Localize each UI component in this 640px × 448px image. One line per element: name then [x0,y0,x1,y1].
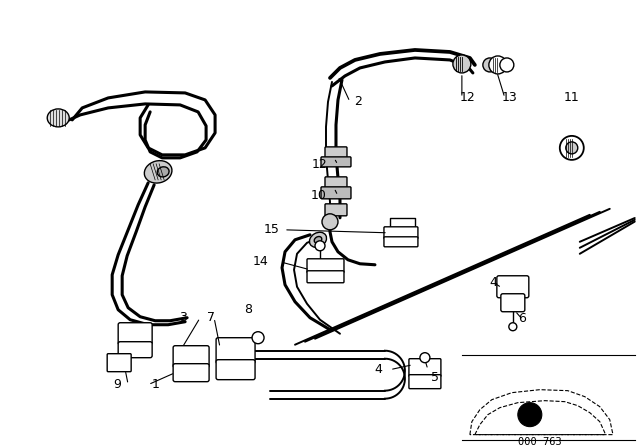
Text: 4: 4 [490,276,498,289]
Ellipse shape [157,167,169,177]
FancyBboxPatch shape [321,157,351,167]
Text: 3: 3 [179,311,187,324]
Ellipse shape [310,232,326,247]
Text: 5: 5 [431,371,439,384]
Circle shape [518,403,542,426]
Text: 15: 15 [264,223,280,236]
Circle shape [315,241,325,251]
Text: 13: 13 [502,91,518,104]
FancyBboxPatch shape [321,187,351,199]
FancyBboxPatch shape [409,375,441,389]
FancyBboxPatch shape [216,360,255,379]
FancyBboxPatch shape [118,323,152,345]
Circle shape [420,353,430,363]
FancyBboxPatch shape [216,338,255,364]
Circle shape [322,214,338,230]
Text: 2: 2 [354,95,362,108]
FancyBboxPatch shape [107,354,131,372]
FancyBboxPatch shape [173,364,209,382]
Ellipse shape [314,237,322,243]
Circle shape [453,55,471,73]
FancyBboxPatch shape [307,259,344,273]
FancyBboxPatch shape [497,276,529,298]
Circle shape [566,142,578,154]
FancyBboxPatch shape [325,177,347,189]
Ellipse shape [47,109,69,127]
Text: 14: 14 [252,255,268,268]
Text: 11: 11 [564,91,580,104]
FancyBboxPatch shape [325,204,347,216]
Text: 12: 12 [311,158,327,172]
Text: 9: 9 [113,378,121,391]
FancyBboxPatch shape [384,227,418,239]
Text: 7: 7 [207,311,215,324]
Text: 10: 10 [311,190,327,202]
FancyBboxPatch shape [118,342,152,358]
Circle shape [489,56,507,74]
FancyBboxPatch shape [409,359,441,377]
Circle shape [560,136,584,160]
FancyBboxPatch shape [307,271,344,283]
Circle shape [500,58,514,72]
FancyBboxPatch shape [384,237,418,247]
Text: 8: 8 [244,303,252,316]
Text: 6: 6 [518,312,525,325]
FancyBboxPatch shape [173,346,209,368]
Text: 000 763: 000 763 [518,437,562,447]
Text: 4: 4 [374,363,382,376]
Text: 1: 1 [151,378,159,391]
Text: 12: 12 [460,91,476,104]
Ellipse shape [145,161,172,183]
Circle shape [483,58,497,72]
FancyBboxPatch shape [325,147,347,159]
Circle shape [252,332,264,344]
Circle shape [509,323,517,331]
FancyBboxPatch shape [501,294,525,312]
